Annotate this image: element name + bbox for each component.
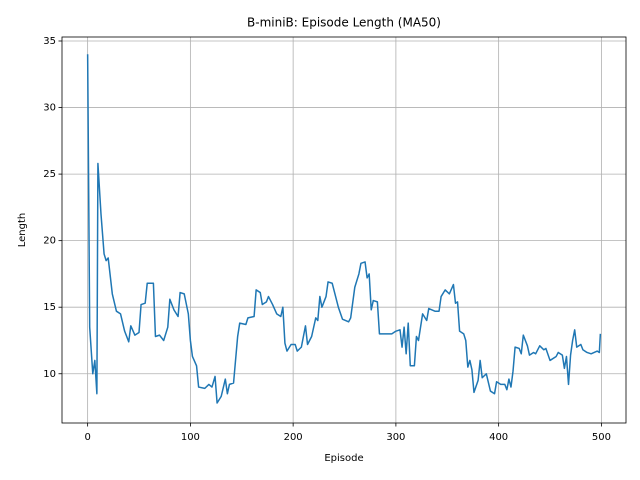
x-tick-label: 200 bbox=[284, 432, 303, 443]
grid bbox=[62, 37, 626, 423]
y-tick-label: 20 bbox=[43, 236, 56, 247]
axes-frame bbox=[61, 36, 627, 424]
y-tick-label: 35 bbox=[43, 36, 56, 47]
data-line bbox=[86, 54, 602, 404]
y-tick-label: 25 bbox=[43, 169, 56, 180]
x-tick-label: 500 bbox=[592, 432, 611, 443]
x-tick-label: 0 bbox=[84, 432, 90, 443]
y-tick-label: 10 bbox=[43, 369, 56, 380]
y-axis-label: Length bbox=[17, 213, 28, 248]
x-tick-label: 400 bbox=[489, 432, 508, 443]
y-tick-label: 30 bbox=[43, 103, 56, 114]
plot bbox=[86, 54, 602, 404]
chart-title: B-miniB: Episode Length (MA50) bbox=[247, 16, 441, 30]
x-tick-label: 300 bbox=[386, 432, 405, 443]
x-axis-label: Episode bbox=[324, 453, 363, 464]
x-tick-label: 100 bbox=[181, 432, 200, 443]
y-tick-label: 15 bbox=[43, 302, 56, 313]
